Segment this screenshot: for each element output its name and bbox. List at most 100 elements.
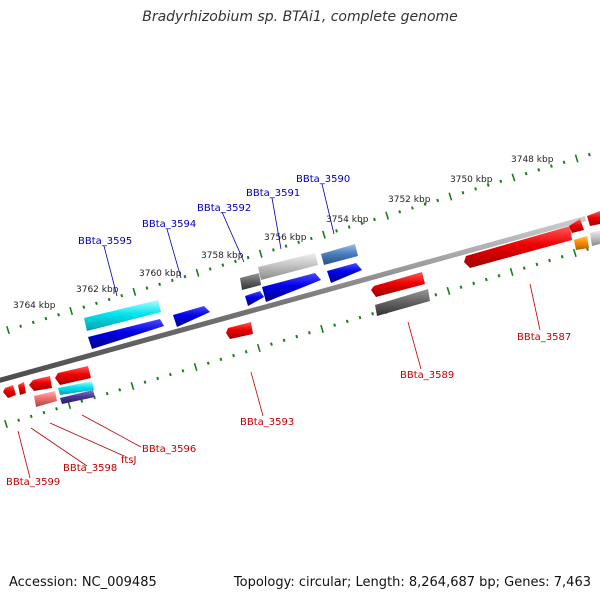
ruler-major-tick [509,267,514,277]
gene-arrow [327,263,362,283]
ruler-minor-tick [206,361,210,365]
ruler-major-tick [258,249,263,258]
ruler-minor-tick [284,244,288,248]
gene-bbta-3595 [84,300,161,331]
ruler-minor-tick [499,179,503,184]
ruler-minor-tick [80,399,84,403]
ruler-minor-tick [282,338,286,343]
genome-summary-text: Topology: circular; Length: 8,264,687 bp… [233,575,591,590]
ruler-major-tick [322,230,326,239]
gene-arrow [590,230,600,246]
gene-bbta-3592 [245,291,264,306]
gene-arrow [262,273,321,302]
accession-text: Accession: NC_009485 [9,575,157,590]
ruler-minor-tick [95,301,98,306]
kbp-label: 3752 kbp [388,195,431,205]
gene-bbta-3591 [258,253,318,280]
ruler-major-tick [193,362,198,372]
ruler-minor-tick [472,281,476,286]
ruler-minor-tick [459,285,463,289]
kbp-label: 3762 kbp [76,285,119,295]
kbp-label: 3756 kbp [264,233,307,243]
ruler-major-tick [320,324,324,334]
gene-bbta-3599 [3,385,16,398]
ruler-minor-tick [44,316,48,321]
ruler-minor-tick [31,320,35,325]
ruler-minor-tick [143,380,147,384]
ruler-minor-tick [358,315,362,320]
gene-label-bbta-3590: BBta_3590 [296,174,350,185]
ruler-minor-tick [335,229,338,233]
gene-label-bbta-3587: BBta_3587 [517,332,571,343]
leader-lines [17,183,541,479]
ruler-minor-tick [461,191,465,195]
ruler-minor-tick [297,240,301,245]
gene-arrow [587,211,600,226]
ruler-minor-tick [183,274,187,279]
ruler-minor-tick [107,297,111,302]
ruler-minor-tick [360,221,364,225]
ruler-minor-tick [371,312,374,316]
ruler-minor-tick [232,353,235,358]
ruler-minor-tick [168,372,172,377]
ruler-minor-tick [486,183,490,187]
ruler-minor-tick [373,217,376,222]
ruler-minor-tick [308,331,311,335]
gene-label-bbta-3589: BBta_3589 [400,370,454,381]
reverse-genes [3,219,584,407]
ruler-minor-tick [537,168,541,172]
ruler-minor-tick [234,259,237,264]
gene-label-bbta-3591: BBta_3591 [246,188,300,199]
ruler-major-tick [574,154,579,163]
ruler-minor-tick [562,160,566,164]
ruler-minor-tick [535,262,539,267]
ruler-minor-tick [55,407,58,411]
ruler-minor-tick [170,278,174,283]
ruler-minor-tick [484,277,488,282]
ruler-minor-tick [158,282,162,286]
ruler-minor-tick [29,414,33,419]
kbp-label: 3748 kbp [511,155,554,165]
genome-backbone [0,216,586,383]
gene-arrow [58,381,94,395]
ruler-minor-tick [587,152,591,157]
ruler-major-tick [132,287,137,296]
ruler-major-tick [6,325,10,335]
kbp-label: 3760 kbp [139,269,182,279]
gene-arrow [240,273,261,290]
ruler-minor-tick [219,357,223,362]
gene-bbta-3589 [371,272,425,297]
ruler-major-tick [256,343,261,353]
gene-ftsj [34,391,57,407]
gene-bbta-3594 [173,306,210,327]
ruler-major-tick [4,419,8,429]
gene-labels: BBta_3595 BBta_3594 BBta_3592 BBta_3591 … [6,174,571,488]
ruler-minor-tick [436,198,440,203]
ruler-minor-tick [309,236,313,241]
ruler-minor-tick [474,187,477,191]
ruler-minor-tick [221,263,225,267]
ruler-minor-tick [347,225,351,229]
gene-label-bbta-3595: BBta_3595 [78,236,132,247]
forward-genes [84,211,600,349]
ruler-minor-tick [333,323,337,327]
ruler-minor-tick [120,293,124,298]
ruler-major-tick [572,248,577,258]
gene-label-bbta-3598: BBta_3598 [63,463,117,474]
ruler-minor-tick [411,206,414,210]
gene-label-bbta-3593: BBta_3593 [240,417,294,428]
gene-arrow [18,382,26,395]
ruler-minor-tick [272,248,275,252]
ruler-minor-tick [246,255,250,260]
ruler-minor-tick [524,171,528,176]
ruler-major-tick [511,173,516,182]
ruler-major-tick [69,306,74,316]
ruler-minor-tick [423,202,427,206]
ruler-minor-tick [244,350,248,354]
gene-bbta-3593 [226,322,253,339]
ruler-major-tick [385,211,390,220]
gene-arrow [60,390,95,404]
ruler-minor-tick [497,274,501,278]
gene-arrow [574,236,589,250]
ruler-minor-tick [19,324,23,328]
